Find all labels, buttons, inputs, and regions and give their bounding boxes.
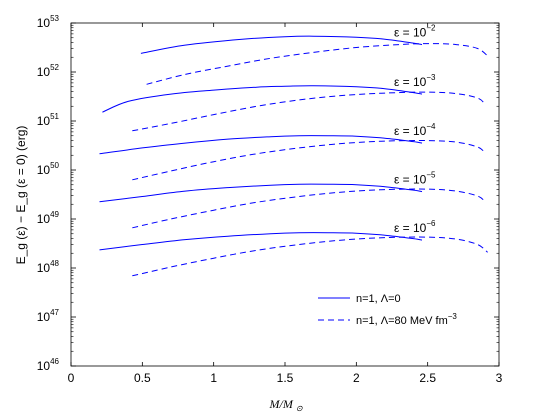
y-tick-label: 1052 <box>37 63 60 79</box>
y-tick-exp: 47 <box>50 308 59 317</box>
y-tick-base: 10 <box>37 16 51 30</box>
epsilon-label-1: ε = 10−2 <box>394 24 436 40</box>
dashed-curve-2 <box>132 91 486 132</box>
y-tick-base: 10 <box>37 261 51 275</box>
epsilon-label-exp: −5 <box>426 171 436 180</box>
legend-dashed-label-text: n=1, Λ=80 MeV fm <box>356 315 448 327</box>
y-tick-label: 1046 <box>37 357 60 373</box>
epsilon-label-3: ε = 10−4 <box>394 122 436 138</box>
epsilon-label-exp: −2 <box>426 24 436 33</box>
epsilon-label-base: ε = 10 <box>394 173 427 187</box>
x-tick-label: 0 <box>68 371 75 385</box>
epsilon-label-4: ε = 10−5 <box>394 171 436 187</box>
epsilon-label-exp: −3 <box>426 73 436 82</box>
epsilon-label-base: ε = 10 <box>394 221 427 235</box>
y-tick-exp: 49 <box>50 210 59 219</box>
epsilon-label-exp: −6 <box>426 219 436 228</box>
dashed-curve-3 <box>132 140 486 181</box>
dashed-curve-1 <box>146 43 490 85</box>
epsilon-label-base: ε = 10 <box>394 124 427 138</box>
solid-curve-1 <box>140 35 423 54</box>
epsilon-label-5: ε = 10−6 <box>394 219 436 235</box>
y-tick-label: 1053 <box>37 14 60 30</box>
y-tick-label: 1048 <box>37 259 60 275</box>
x-axis-label: M/M ⊙ <box>268 397 302 413</box>
epsilon-label-exp: −4 <box>426 122 436 131</box>
legend: n=1, Λ=0 n=1, Λ=80 MeV fm−3 <box>310 285 490 335</box>
y-tick-exp: 46 <box>50 357 59 366</box>
y-tick-label: 1047 <box>37 308 60 324</box>
epsilon-label-2: ε = 10−3 <box>394 73 436 89</box>
x-tick-label: 1 <box>210 371 217 385</box>
solid-curve-2 <box>102 85 423 113</box>
y-tick-exp: 48 <box>50 259 59 268</box>
y-tick-base: 10 <box>37 65 51 79</box>
dashed-curve-4 <box>132 188 486 229</box>
y-tick-base: 10 <box>37 310 51 324</box>
solid-curve-3 <box>99 135 423 155</box>
y-tick-base: 10 <box>37 114 51 128</box>
x-tick-label: 2.5 <box>419 371 436 385</box>
solid-curve-4 <box>99 183 423 203</box>
y-axis-label: E_g (ε) − E_g (ε = 0) (erg) <box>14 126 28 265</box>
y-tick-label: 1049 <box>37 210 60 226</box>
x-tick-label: 1.5 <box>277 371 294 385</box>
x-tick-label: 3 <box>496 371 503 385</box>
y-tick-label: 1050 <box>37 161 60 177</box>
x-tick-label: 0.5 <box>134 371 151 385</box>
x-axis-label-text: M/M <box>268 397 293 411</box>
curve-labels: ε = 10−2ε = 10−3ε = 10−4ε = 10−5ε = 10−6 <box>394 24 436 236</box>
x-tick-label: 2 <box>353 371 360 385</box>
y-tick-exp: 52 <box>50 63 59 72</box>
dashed-curve-5 <box>132 236 488 277</box>
epsilon-label-base: ε = 10 <box>394 75 427 89</box>
series-lines <box>99 35 490 277</box>
y-tick-label: 1051 <box>37 112 60 128</box>
epsilon-label-base: ε = 10 <box>394 26 427 40</box>
legend-dashed-label: n=1, Λ=80 MeV fm−3 <box>356 312 457 327</box>
y-tick-base: 10 <box>37 359 51 373</box>
solid-curve-5 <box>99 232 423 251</box>
y-tick-base: 10 <box>37 163 51 177</box>
x-axis-label-sub: ⊙ <box>296 404 303 413</box>
legend-box <box>310 285 490 335</box>
legend-solid-label: n=1, Λ=0 <box>356 293 401 305</box>
legend-dashed-label-exp: −3 <box>448 312 458 321</box>
y-tick-exp: 50 <box>50 161 59 170</box>
y-tick-exp: 51 <box>50 112 59 121</box>
y-tick-exp: 53 <box>50 14 59 23</box>
axis-ticks: 0 0.5 1 1.5 2 2.5 3104610471048104910501051105… <box>37 14 503 385</box>
y-tick-base: 10 <box>37 212 51 226</box>
